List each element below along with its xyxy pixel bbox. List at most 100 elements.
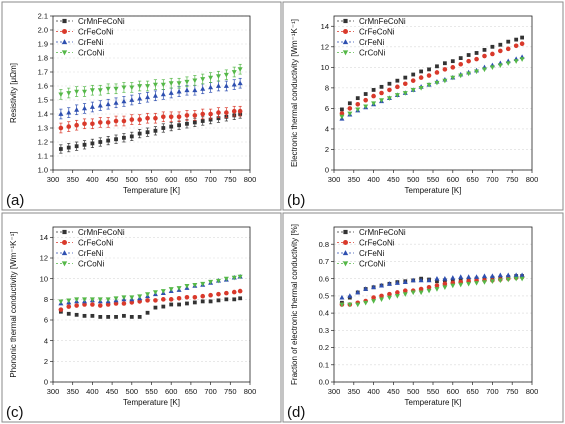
y-tick-label: 6	[325, 104, 329, 113]
data-point	[402, 81, 408, 87]
data-point	[505, 277, 511, 283]
legend-marker	[62, 240, 67, 245]
data-point	[89, 104, 95, 109]
data-point	[66, 109, 72, 115]
data-point	[505, 61, 511, 66]
data-point	[482, 47, 487, 52]
data-point	[208, 117, 213, 122]
legend-marker	[342, 250, 349, 256]
data-point	[395, 290, 400, 295]
data-point	[411, 72, 416, 77]
data-point	[435, 64, 439, 69]
data-point	[466, 58, 471, 64]
y-axis-label: Phononic thermal conductivity [Wm⁻¹K⁻¹]	[9, 231, 18, 377]
data-point	[114, 315, 118, 319]
data-point	[145, 310, 150, 315]
y-axis-label: Resistivity [μΩm]	[9, 63, 18, 123]
data-point	[160, 91, 166, 97]
data-point	[450, 283, 456, 289]
data-point	[208, 299, 213, 304]
data-point	[237, 108, 243, 114]
data-point	[152, 93, 158, 98]
legend-label: CrMnFeCoNi	[359, 17, 406, 26]
y-tick-label: 1.1	[38, 152, 48, 161]
legend-marker	[343, 240, 348, 245]
data-point	[519, 272, 525, 278]
data-point	[153, 298, 158, 303]
y-tick-label: 1.4	[38, 110, 48, 119]
data-point	[168, 90, 174, 95]
data-point	[200, 293, 206, 299]
data-point	[192, 78, 198, 84]
x-tick-label: 400	[86, 387, 99, 396]
data-point	[466, 274, 472, 279]
data-point	[519, 276, 525, 282]
y-tick-label: 0	[44, 378, 48, 387]
data-point	[58, 307, 64, 312]
y-tick-label: 0.0	[319, 378, 329, 387]
data-point	[208, 279, 214, 285]
data-point	[410, 290, 416, 296]
data-point	[121, 301, 127, 306]
data-point	[363, 97, 368, 103]
y-tick-label: 0.7	[319, 257, 329, 266]
legend-marker	[61, 261, 68, 267]
data-point	[216, 298, 221, 303]
data-point	[474, 274, 480, 279]
data-point	[514, 37, 519, 42]
legend-marker	[62, 18, 67, 24]
y-tick-label: 1.8	[38, 54, 48, 63]
chart-panel: 300 350 400 450 500 550 600 650 700 750 800 0 2 4 6 8 10…	[1, 212, 282, 423]
data-point	[371, 284, 377, 290]
data-point	[129, 117, 135, 122]
y-tick-label: 4	[325, 125, 329, 134]
y-tick-label: 0.8	[319, 240, 329, 249]
data-point	[82, 302, 87, 307]
data-point	[169, 302, 174, 307]
data-point	[208, 84, 214, 90]
data-point	[379, 84, 384, 89]
data-point	[145, 130, 150, 135]
data-point	[90, 141, 95, 146]
data-point	[97, 297, 103, 303]
x-tick-label: 450	[387, 387, 400, 396]
x-tick-label: 350	[348, 175, 361, 184]
panel-label: (c)	[6, 404, 24, 421]
data-point	[223, 276, 229, 282]
y-tick-label: 1.0	[38, 166, 48, 175]
y-tick-label: 0.5	[319, 291, 329, 300]
y-tick-label: 1.3	[38, 124, 48, 133]
data-point	[200, 86, 206, 91]
data-point	[458, 274, 464, 279]
data-point	[192, 87, 198, 93]
x-tick-label: 700	[486, 387, 499, 396]
data-point	[82, 313, 87, 318]
data-point	[513, 276, 519, 282]
legend-label: CrMnFeCoNi	[78, 228, 125, 237]
data-point	[215, 278, 221, 284]
data-point	[224, 297, 229, 302]
data-point	[216, 291, 221, 297]
data-point	[58, 125, 64, 131]
x-tick-label: 300	[47, 175, 60, 184]
data-point	[482, 53, 487, 59]
data-series	[58, 274, 243, 305]
data-series	[58, 296, 243, 319]
data-point	[231, 275, 237, 281]
x-tick-label: 600	[165, 387, 178, 396]
legend-marker	[61, 39, 68, 45]
data-point	[355, 107, 361, 113]
data-point	[371, 88, 376, 92]
x-tick-label: 350	[66, 175, 79, 184]
y-axis-label: Electronic thermal conductivity [Wm⁻¹K⁻¹…	[290, 19, 299, 167]
data-point	[106, 315, 111, 319]
legend-label: CrCoNi	[78, 49, 104, 58]
data-point	[82, 121, 87, 127]
data-point	[153, 115, 158, 121]
data-point	[435, 279, 439, 284]
data-point	[442, 285, 448, 290]
data-point	[426, 82, 432, 88]
data-series	[339, 57, 525, 120]
data-point	[363, 92, 368, 96]
